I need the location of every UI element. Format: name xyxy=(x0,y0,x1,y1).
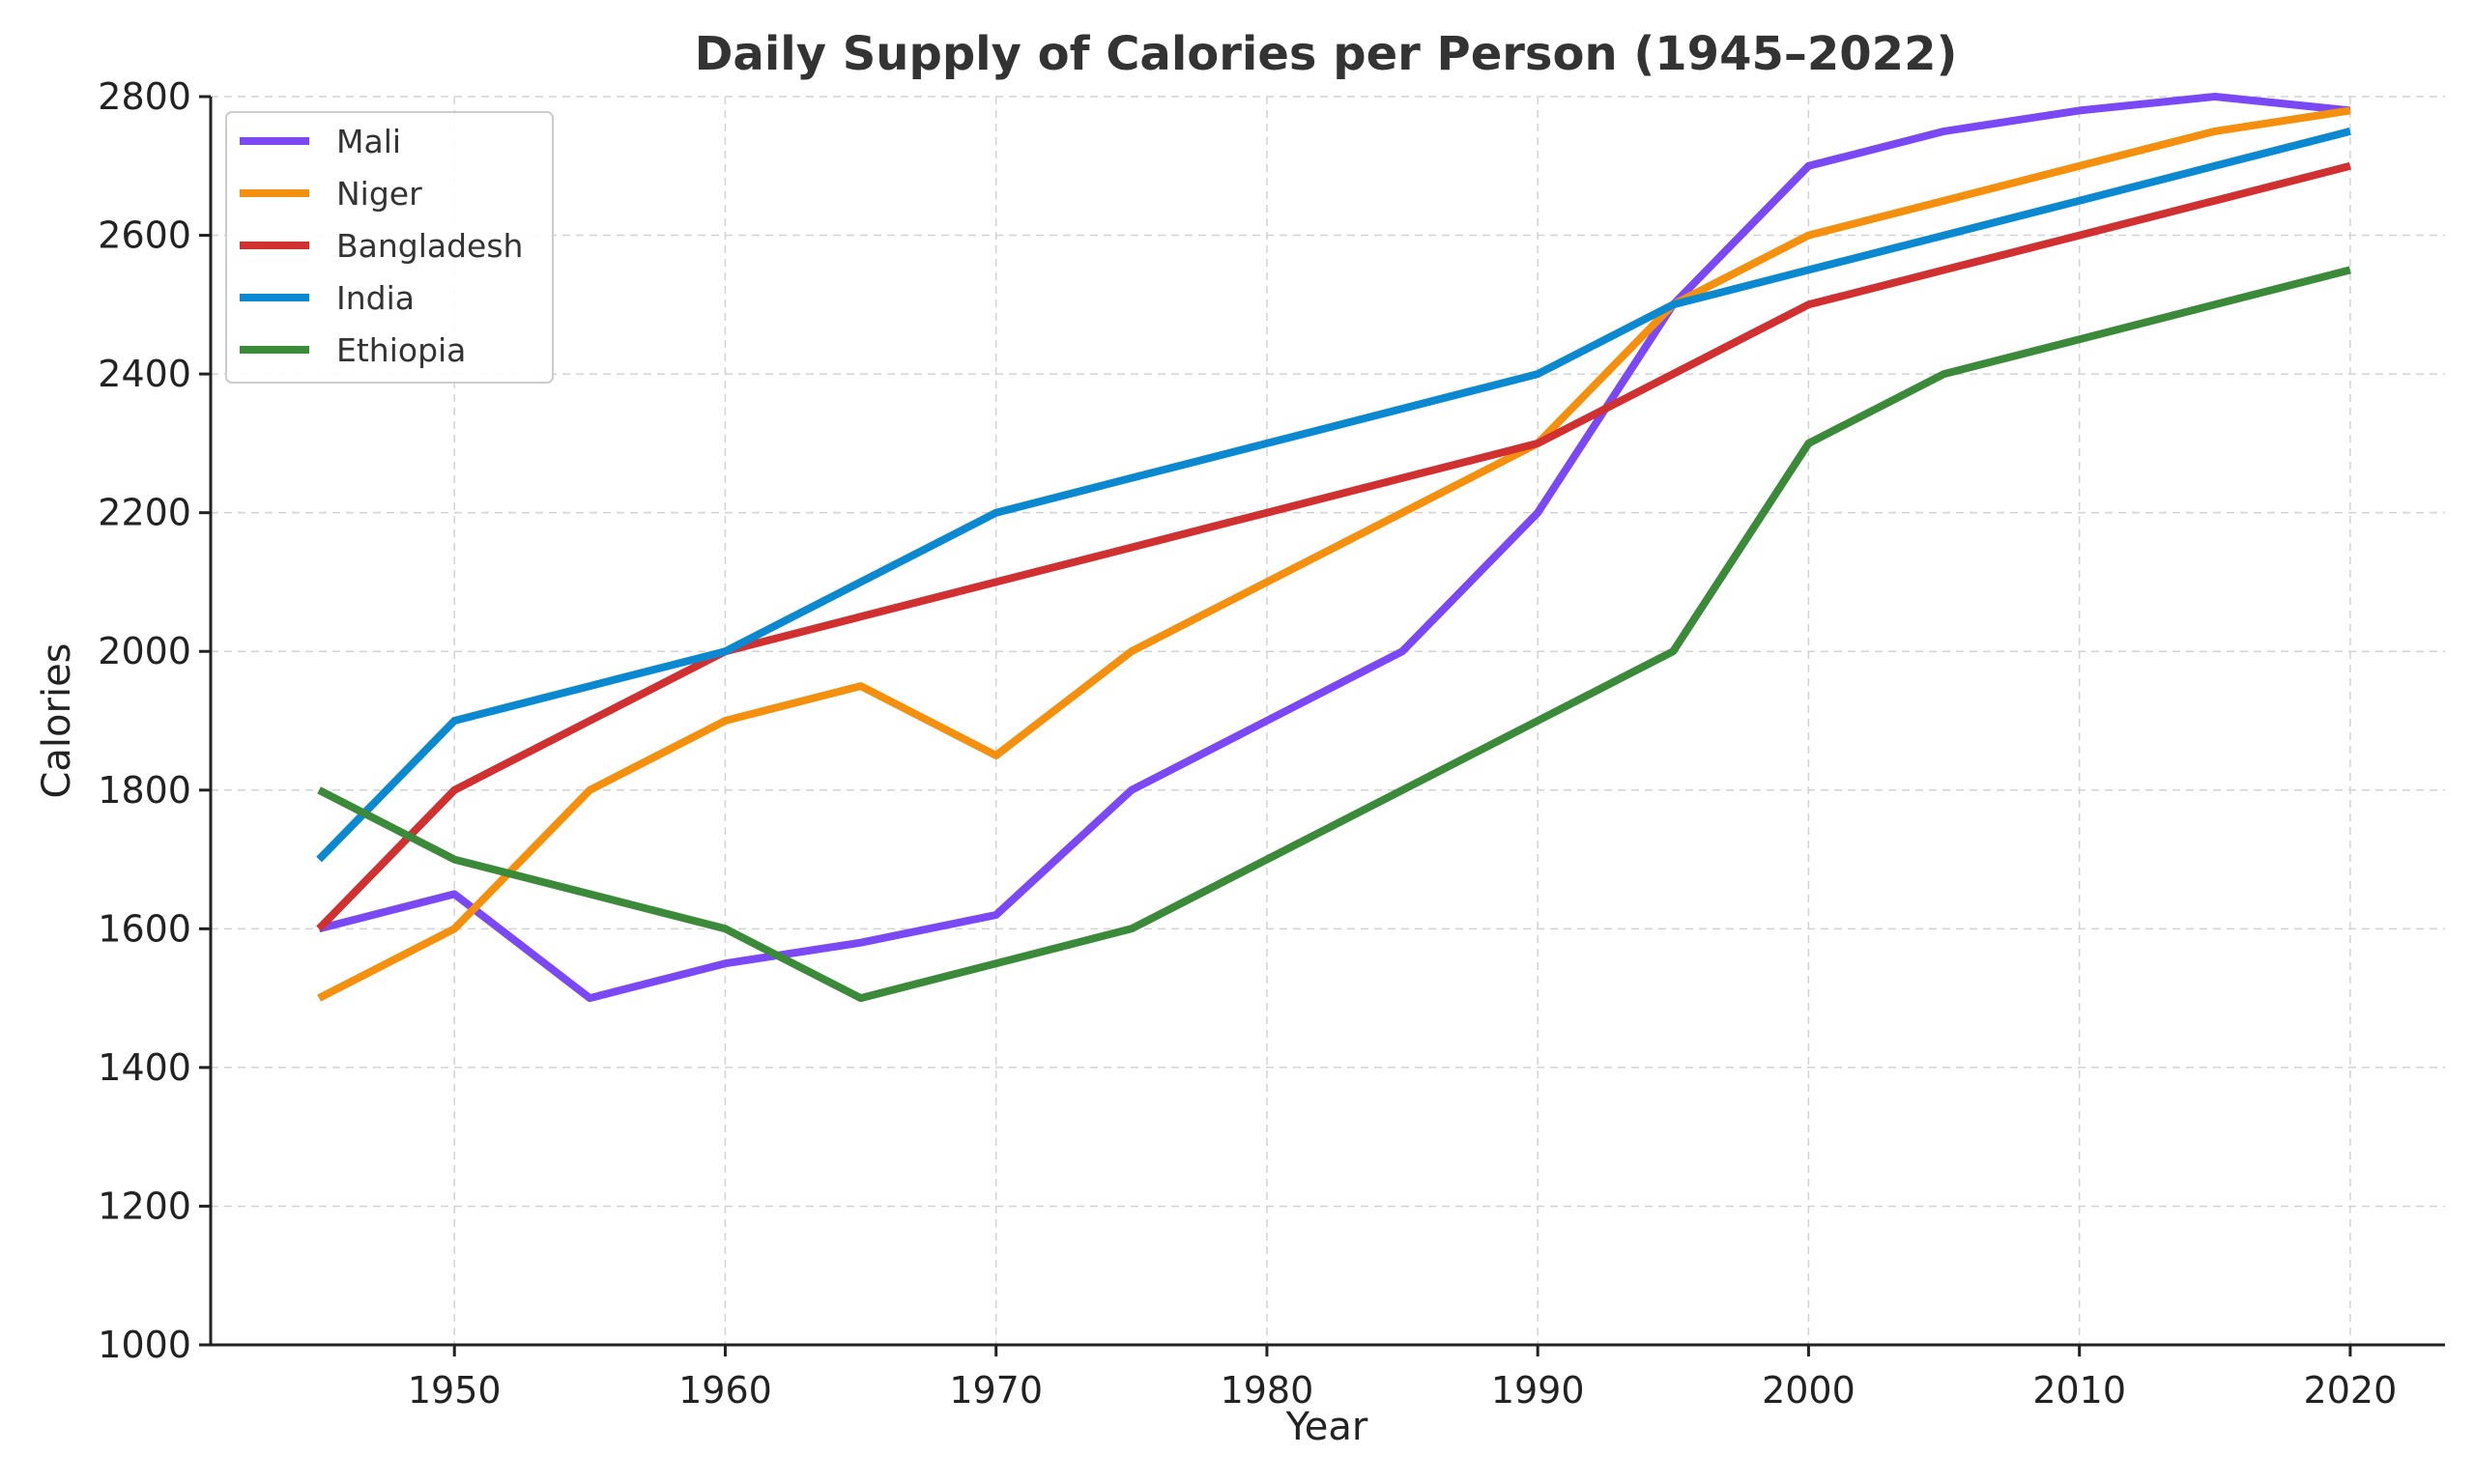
x-ticks: 1950 1960 1970 1980 1990 2000 2010 2020 xyxy=(408,1345,2397,1412)
y-tick-label: 2800 xyxy=(98,75,191,118)
legend-box xyxy=(225,111,554,384)
y-tick-label: 2200 xyxy=(98,492,191,534)
y-tick-label: 1600 xyxy=(98,907,191,950)
x-tick-label: 2000 xyxy=(1762,1369,1856,1412)
y-tick-label: 1000 xyxy=(98,1324,191,1366)
legend-label-india: India xyxy=(336,279,415,317)
y-tick-label: 2000 xyxy=(98,630,191,672)
series-line-mali xyxy=(318,93,2351,1003)
x-tick-label: 2010 xyxy=(2032,1369,2126,1412)
x-tick-label: 2020 xyxy=(2304,1369,2398,1412)
legend-label-bangladesh: Bangladesh xyxy=(336,227,523,265)
series-line-ethiopia xyxy=(317,266,2351,1003)
y-tick-label: 2400 xyxy=(98,353,191,395)
chart-title: Daily Supply of Calories per Person (194… xyxy=(695,27,1958,81)
legend-label-ethiopia: Ethiopia xyxy=(336,331,466,369)
x-tick-label: 1960 xyxy=(678,1369,772,1412)
y-tick-label: 1400 xyxy=(98,1046,191,1089)
series-line-bangladesh xyxy=(316,161,2351,932)
x-axis-label: Year xyxy=(1285,1405,1368,1449)
y-axis-label: Calories xyxy=(35,642,79,798)
legend: Mali Niger Bangladesh India Ethiopia xyxy=(225,111,554,384)
series-line-india xyxy=(316,128,2351,863)
x-tick-label: 1990 xyxy=(1491,1369,1585,1412)
y-tick-label: 1800 xyxy=(98,769,191,812)
x-tick-label: 1950 xyxy=(408,1369,502,1412)
series-line-niger xyxy=(317,106,2351,1002)
legend-label-mali: Mali xyxy=(336,123,401,160)
x-tick-label: 1970 xyxy=(949,1369,1043,1412)
axes xyxy=(209,97,2445,1347)
legend-label-niger: Niger xyxy=(336,175,422,213)
y-tick-label: 2600 xyxy=(98,214,191,257)
y-tick-label: 1200 xyxy=(98,1184,191,1227)
y-ticks: 1000 1200 1400 1600 1800 2000 2200 2400 2600 2800 xyxy=(98,75,211,1366)
series-layer xyxy=(316,93,2351,1003)
x-tick-label: 1980 xyxy=(1221,1369,1314,1412)
